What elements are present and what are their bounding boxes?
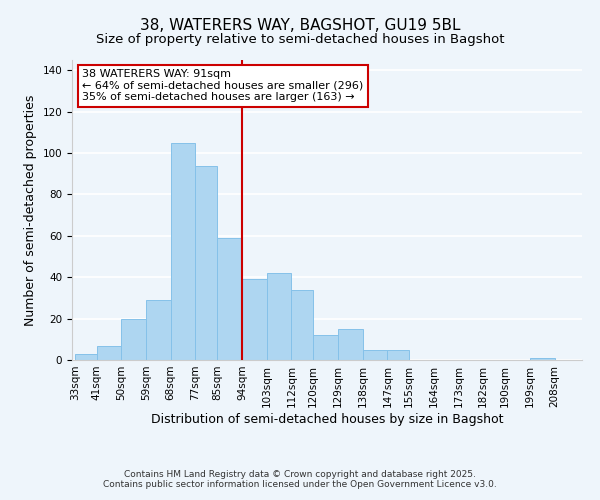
Bar <box>292 290 313 360</box>
Bar <box>242 280 266 360</box>
Bar <box>97 346 121 360</box>
Bar <box>146 300 171 360</box>
Bar <box>530 358 554 360</box>
Bar <box>121 318 146 360</box>
Bar <box>362 350 388 360</box>
Text: Size of property relative to semi-detached houses in Bagshot: Size of property relative to semi-detach… <box>96 32 504 46</box>
Bar <box>217 238 242 360</box>
Bar <box>388 350 409 360</box>
X-axis label: Distribution of semi-detached houses by size in Bagshot: Distribution of semi-detached houses by … <box>151 412 503 426</box>
Bar <box>313 335 338 360</box>
Bar <box>338 329 362 360</box>
Bar <box>196 166 217 360</box>
Y-axis label: Number of semi-detached properties: Number of semi-detached properties <box>24 94 37 326</box>
Bar <box>266 273 292 360</box>
Text: 38 WATERERS WAY: 91sqm
← 64% of semi-detached houses are smaller (296)
35% of se: 38 WATERERS WAY: 91sqm ← 64% of semi-det… <box>82 69 364 102</box>
Text: Contains HM Land Registry data © Crown copyright and database right 2025.
Contai: Contains HM Land Registry data © Crown c… <box>103 470 497 489</box>
Text: 38, WATERERS WAY, BAGSHOT, GU19 5BL: 38, WATERERS WAY, BAGSHOT, GU19 5BL <box>140 18 460 32</box>
Bar <box>171 143 196 360</box>
Bar <box>75 354 97 360</box>
